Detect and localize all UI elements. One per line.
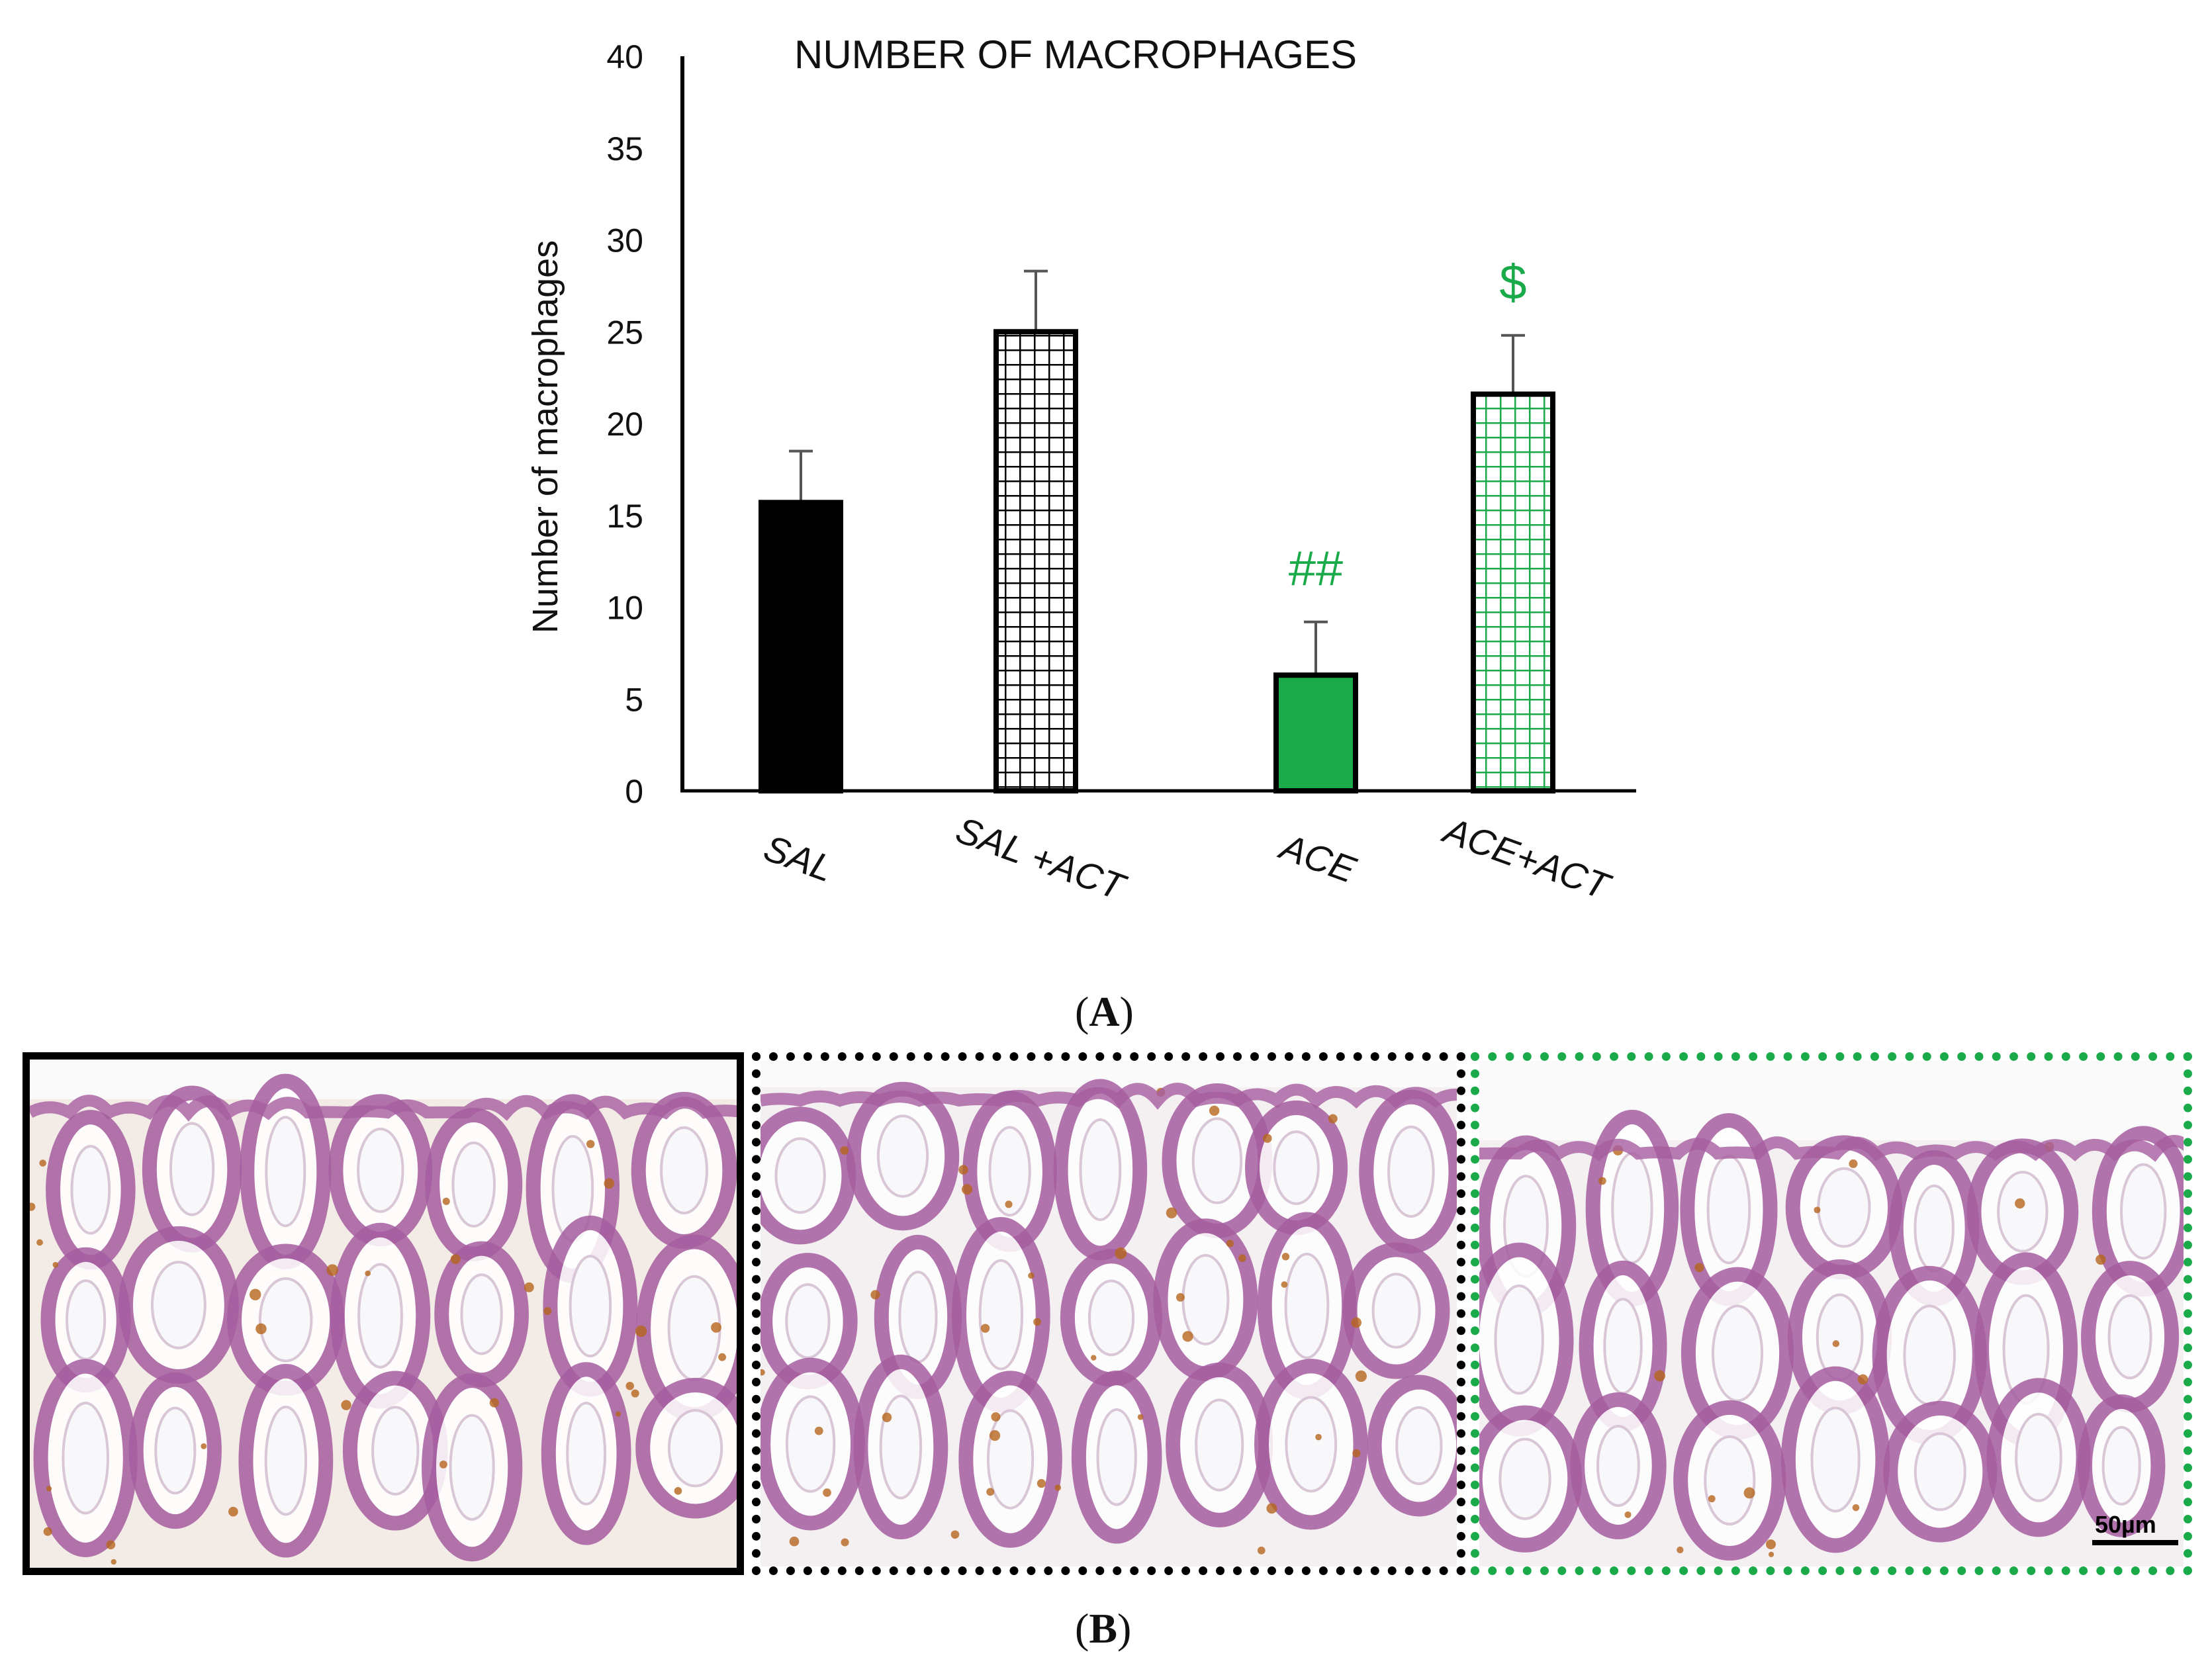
y-tick-label: 35 bbox=[606, 130, 643, 167]
x-category-label: SAL +ACT bbox=[950, 809, 1132, 909]
x-category-label: ACE bbox=[1273, 825, 1361, 891]
bar bbox=[993, 329, 1078, 793]
x-axis-categories: SAL SAL +ACT ACE ACE+ACT bbox=[759, 809, 1617, 909]
tissue-texture bbox=[760, 1061, 1457, 1566]
micrograph-sal bbox=[23, 1052, 744, 1575]
bar bbox=[1471, 391, 1555, 793]
y-tick-label: 30 bbox=[606, 222, 643, 259]
y-tick-label: 40 bbox=[606, 38, 643, 75]
scale-bar bbox=[2092, 1540, 2178, 1545]
significance-annotation: $ bbox=[1499, 255, 1526, 310]
panel-label-b: (B) bbox=[1075, 1605, 1132, 1652]
x-category-label: ACE+ACT bbox=[1437, 809, 1617, 908]
y-tick-label: 25 bbox=[606, 314, 643, 351]
significance-annotation: ## bbox=[1289, 541, 1343, 596]
bar-chart: NUMBER OF MACROPHAGES 0 5 10 15 20 25 30 35 40 N… bbox=[526, 32, 1636, 909]
micrograph-sal-act bbox=[752, 1052, 1465, 1575]
y-axis-title: Number of macrophages bbox=[526, 240, 565, 633]
bar bbox=[759, 500, 843, 793]
y-tick-label: 20 bbox=[606, 406, 643, 443]
bars-group: ## $ bbox=[759, 255, 1555, 793]
y-tick-label: 5 bbox=[625, 681, 643, 718]
y-tick-label: 15 bbox=[606, 498, 643, 535]
y-tick-label: 0 bbox=[625, 773, 643, 810]
tissue-texture bbox=[30, 1060, 737, 1568]
scale-bar-label: 50µm bbox=[2095, 1511, 2156, 1538]
tissue-texture bbox=[1479, 1061, 2184, 1566]
chart-title: NUMBER OF MACROPHAGES bbox=[794, 32, 1357, 77]
y-tick-label: 10 bbox=[606, 590, 643, 627]
bar bbox=[1273, 672, 1358, 793]
micrograph-ace: 50µm bbox=[1471, 1052, 2192, 1575]
y-axis-ticks: 0 5 10 15 20 25 30 35 40 bbox=[606, 38, 643, 810]
panel-label-a: (A) bbox=[1075, 988, 1134, 1035]
x-category-label: SAL bbox=[759, 827, 839, 889]
